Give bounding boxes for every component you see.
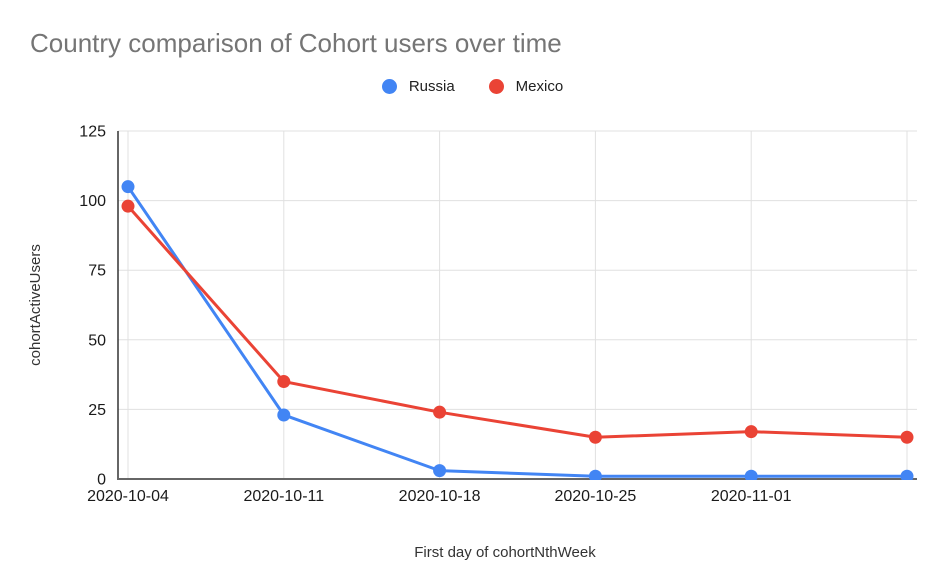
data-point-russia bbox=[277, 408, 291, 422]
chart-title: Country comparison of Cohort users over … bbox=[30, 28, 562, 58]
y-tick-label: 125 bbox=[79, 124, 106, 141]
data-point-russia bbox=[900, 469, 914, 480]
y-tick-label: 75 bbox=[88, 263, 106, 280]
series-line-mexico bbox=[126, 204, 909, 439]
x-tick-label: 2020-10-11 bbox=[243, 488, 324, 505]
x-tick-label: 2020-11-01 bbox=[711, 488, 792, 505]
data-point-mexico bbox=[900, 430, 914, 444]
x-axis-title: First day of cohortNthWeek bbox=[414, 544, 596, 561]
data-point-russia bbox=[121, 180, 135, 194]
y-tick-label: 100 bbox=[79, 193, 106, 210]
legend-dot-russia-icon bbox=[381, 79, 397, 94]
legend-label-mexico: Mexico bbox=[515, 78, 564, 95]
data-point-mexico bbox=[744, 425, 758, 439]
legend-dot-mexico-icon bbox=[488, 79, 504, 94]
legend-item-mexico[interactable]: Mexico bbox=[488, 78, 564, 95]
legend-item-russia[interactable]: Russia bbox=[381, 78, 455, 95]
legend-label-russia: Russia bbox=[408, 78, 455, 95]
y-tick-label: 50 bbox=[88, 332, 106, 349]
legend: Russia Mexico bbox=[0, 78, 945, 95]
y-tick-label: 0 bbox=[97, 472, 106, 489]
data-point-russia bbox=[744, 469, 758, 480]
data-point-mexico bbox=[588, 430, 602, 444]
y-axis-title: cohortActiveUsers bbox=[27, 244, 44, 366]
data-point-russia bbox=[588, 469, 602, 480]
y-tick-label: 25 bbox=[88, 402, 106, 419]
data-point-mexico bbox=[433, 405, 447, 419]
x-tick-label: 2020-10-04 bbox=[87, 488, 169, 505]
data-point-mexico bbox=[277, 375, 291, 389]
x-tick-label: 2020-10-18 bbox=[399, 488, 481, 505]
data-point-russia bbox=[433, 464, 447, 478]
data-point-mexico bbox=[121, 199, 135, 213]
x-tick-label: 2020-10-25 bbox=[554, 488, 636, 505]
series-line-russia bbox=[126, 185, 909, 478]
